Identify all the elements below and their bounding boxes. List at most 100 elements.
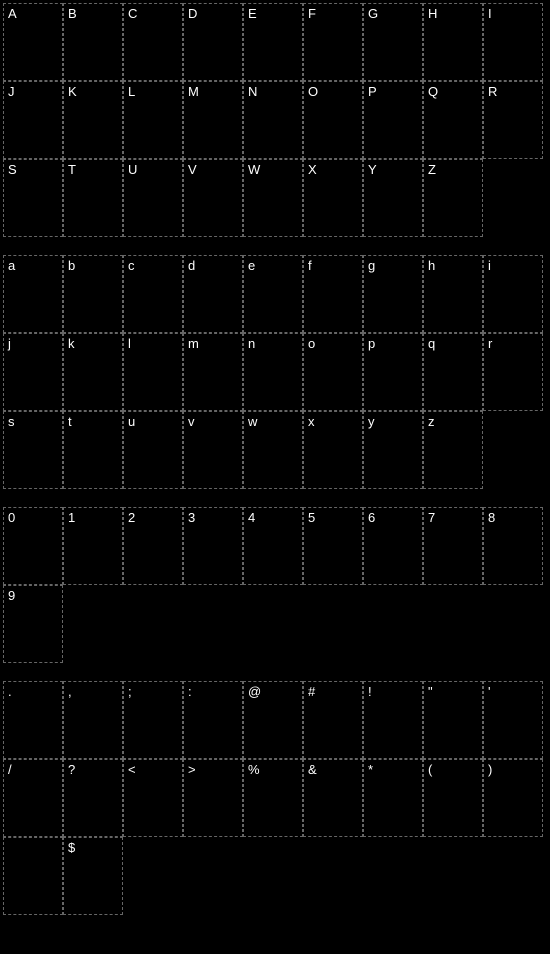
glyph-cell: Q bbox=[423, 81, 483, 159]
glyph-label: t bbox=[68, 414, 72, 429]
glyph-label: ; bbox=[128, 684, 132, 699]
glyph-cell: g bbox=[363, 255, 423, 333]
section-uppercase: A B C D E F G H I J K L M N O P Q R S T … bbox=[3, 3, 547, 237]
glyph-label: e bbox=[248, 258, 255, 273]
glyph-cell: x bbox=[303, 411, 363, 489]
glyph-label: X bbox=[308, 162, 317, 177]
glyph-cell: F bbox=[303, 3, 363, 81]
glyph-cell: 4 bbox=[243, 507, 303, 585]
glyph-label: Q bbox=[428, 84, 438, 99]
grid-row: S T U V W X Y Z bbox=[3, 159, 547, 237]
glyph-label: h bbox=[428, 258, 435, 273]
glyph-label: A bbox=[8, 6, 17, 21]
glyph-label: R bbox=[488, 84, 497, 99]
glyph-cell: s bbox=[3, 411, 63, 489]
glyph-label: j bbox=[8, 336, 11, 351]
grid-row: 0 1 2 3 4 5 6 7 8 bbox=[3, 507, 547, 585]
glyph-cell: B bbox=[63, 3, 123, 81]
glyph-cell: S bbox=[3, 159, 63, 237]
glyph-label: p bbox=[368, 336, 375, 351]
grid-row: A B C D E F G H I bbox=[3, 3, 547, 81]
glyph-label: % bbox=[248, 762, 260, 777]
section-digits: 0 1 2 3 4 5 6 7 8 9 bbox=[3, 507, 547, 663]
glyph-label: > bbox=[188, 762, 196, 777]
glyph-cell: D bbox=[183, 3, 243, 81]
glyph-label: , bbox=[68, 684, 72, 699]
glyph-cell: i bbox=[483, 255, 543, 333]
glyph-cell: 0 bbox=[3, 507, 63, 585]
glyph-cell: 2 bbox=[123, 507, 183, 585]
glyph-label: m bbox=[188, 336, 199, 351]
font-chart: A B C D E F G H I J K L M N O P Q R S T … bbox=[3, 3, 547, 915]
grid-row: J K L M N O P Q R bbox=[3, 81, 547, 159]
glyph-cell: N bbox=[243, 81, 303, 159]
grid-row: a b c d e f g h i bbox=[3, 255, 547, 333]
glyph-cell: k bbox=[63, 333, 123, 411]
glyph-label: Z bbox=[428, 162, 436, 177]
glyph-cell: @ bbox=[243, 681, 303, 759]
glyph-cell: M bbox=[183, 81, 243, 159]
glyph-label: N bbox=[248, 84, 257, 99]
glyph-cell: I bbox=[483, 3, 543, 81]
glyph-cell: J bbox=[3, 81, 63, 159]
glyph-cell: U bbox=[123, 159, 183, 237]
glyph-label: ! bbox=[368, 684, 372, 699]
glyph-label: g bbox=[368, 258, 375, 273]
glyph-label: < bbox=[128, 762, 136, 777]
glyph-cell: , bbox=[63, 681, 123, 759]
glyph-label: y bbox=[368, 414, 375, 429]
glyph-label: a bbox=[8, 258, 15, 273]
glyph-cell: n bbox=[243, 333, 303, 411]
glyph-cell: / bbox=[3, 759, 63, 837]
glyph-label: F bbox=[308, 6, 316, 21]
glyph-label: S bbox=[8, 162, 17, 177]
glyph-label: d bbox=[188, 258, 195, 273]
glyph-cell: y bbox=[363, 411, 423, 489]
glyph-cell: Z bbox=[423, 159, 483, 237]
glyph-label: & bbox=[308, 762, 317, 777]
glyph-label: ? bbox=[68, 762, 75, 777]
grid-row: j k l m n o p q r bbox=[3, 333, 547, 411]
glyph-cell: L bbox=[123, 81, 183, 159]
glyph-cell: f bbox=[303, 255, 363, 333]
glyph-cell: . bbox=[3, 681, 63, 759]
glyph-label: P bbox=[368, 84, 377, 99]
glyph-cell: ) bbox=[483, 759, 543, 837]
glyph-cell: 7 bbox=[423, 507, 483, 585]
glyph-label: x bbox=[308, 414, 315, 429]
glyph-cell: % bbox=[243, 759, 303, 837]
glyph-cell: ! bbox=[363, 681, 423, 759]
glyph-cell: < bbox=[123, 759, 183, 837]
glyph-cell: h bbox=[423, 255, 483, 333]
glyph-label: B bbox=[68, 6, 77, 21]
glyph-label: f bbox=[308, 258, 312, 273]
glyph-cell: T bbox=[63, 159, 123, 237]
glyph-label: 9 bbox=[8, 588, 15, 603]
glyph-cell: & bbox=[303, 759, 363, 837]
glyph-label: c bbox=[128, 258, 135, 273]
glyph-label: T bbox=[68, 162, 76, 177]
glyph-label: * bbox=[368, 762, 373, 777]
glyph-label: I bbox=[488, 6, 492, 21]
glyph-label: i bbox=[488, 258, 491, 273]
glyph-label: 5 bbox=[308, 510, 315, 525]
glyph-label: r bbox=[488, 336, 492, 351]
glyph-cell: d bbox=[183, 255, 243, 333]
glyph-label: 7 bbox=[428, 510, 435, 525]
glyph-label: C bbox=[128, 6, 137, 21]
glyph-label: 2 bbox=[128, 510, 135, 525]
glyph-label: M bbox=[188, 84, 199, 99]
glyph-cell: G bbox=[363, 3, 423, 81]
glyph-cell: u bbox=[123, 411, 183, 489]
glyph-label: 8 bbox=[488, 510, 495, 525]
glyph-cell: 9 bbox=[3, 585, 63, 663]
glyph-label: V bbox=[188, 162, 197, 177]
glyph-cell: K bbox=[63, 81, 123, 159]
glyph-cell: W bbox=[243, 159, 303, 237]
glyph-cell: " bbox=[423, 681, 483, 759]
glyph-label: v bbox=[188, 414, 195, 429]
glyph-cell: t bbox=[63, 411, 123, 489]
glyph-label: ' bbox=[488, 684, 490, 699]
glyph-cell: * bbox=[363, 759, 423, 837]
glyph-label: ( bbox=[428, 762, 432, 777]
